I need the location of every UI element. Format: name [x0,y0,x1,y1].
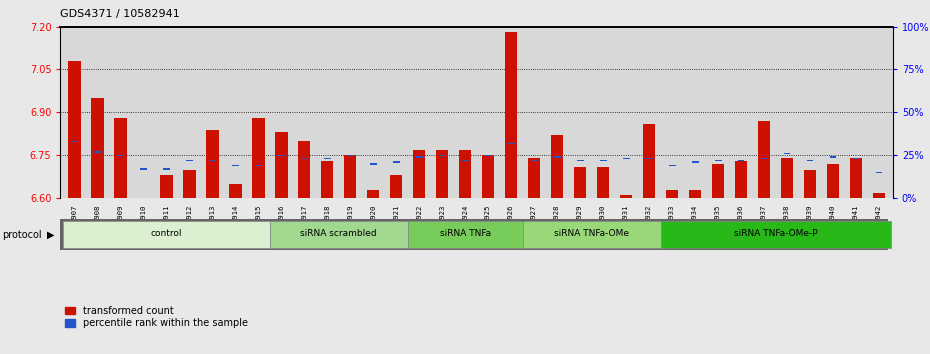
Bar [113,118,126,198]
Bar [160,175,173,198]
Bar [163,169,169,170]
Bar [597,167,609,198]
Bar [370,163,377,165]
Text: siRNA TNFa-OMe-P: siRNA TNFa-OMe-P [734,229,817,239]
Bar [689,190,701,198]
Bar [528,158,540,198]
Bar [407,221,523,249]
Bar [875,172,883,173]
Bar [458,150,472,198]
Bar [71,141,78,142]
Bar [183,170,195,198]
Bar [117,155,124,156]
Bar [232,165,239,166]
Bar [714,160,722,161]
Bar [186,160,193,161]
Bar [390,175,403,198]
Bar [758,121,770,198]
Bar [643,124,656,198]
Text: siRNA scrambled: siRNA scrambled [300,229,377,239]
Text: protocol: protocol [2,230,42,240]
Bar [737,160,745,161]
Bar [68,61,81,198]
Bar [140,169,147,170]
Bar [275,132,287,198]
Bar [413,150,425,198]
Bar [278,155,285,156]
Bar [392,161,400,163]
Bar [830,156,836,158]
Bar [784,153,790,154]
Bar [485,155,492,156]
Bar [94,151,100,153]
Text: GDS4371 / 10582941: GDS4371 / 10582941 [60,9,180,19]
Bar [505,32,517,198]
Bar [508,143,514,144]
Bar [850,158,862,198]
Bar [206,130,219,198]
Bar [804,170,817,198]
Bar [324,158,331,159]
Bar [300,158,308,159]
Bar [208,160,216,161]
Bar [461,160,469,161]
Text: control: control [151,229,182,239]
Bar [711,164,724,198]
Bar [780,158,793,198]
Bar [416,156,422,158]
Text: siRNA TNFa-OMe: siRNA TNFa-OMe [554,229,629,239]
Bar [347,155,353,156]
Bar [255,165,261,166]
Bar [600,160,606,161]
Bar [669,165,675,166]
Bar [692,161,698,163]
Bar [298,141,311,198]
Bar [270,221,407,249]
Bar [321,161,334,198]
Bar [577,160,583,161]
Bar [344,155,356,198]
Bar [574,167,587,198]
Bar [622,158,630,159]
Bar [666,190,678,198]
Legend: transformed count, percentile rank within the sample: transformed count, percentile rank withi… [65,306,247,328]
Bar [523,221,660,249]
Bar [761,158,767,159]
Bar [62,221,270,249]
Bar [645,158,653,159]
Bar [531,160,538,161]
Bar [252,118,264,198]
Text: ▶: ▶ [46,230,54,240]
Bar [482,155,495,198]
Bar [827,164,840,198]
Bar [619,195,632,198]
Bar [436,150,448,198]
Bar [806,160,814,161]
Bar [853,158,859,159]
Bar [872,193,885,198]
Bar [91,98,103,198]
Bar [551,135,564,198]
Bar [366,190,379,198]
Bar [439,155,445,156]
Bar [660,221,891,249]
Text: siRNA TNFa: siRNA TNFa [440,229,491,239]
Bar [735,161,748,198]
Bar [553,156,561,158]
Bar [229,184,242,198]
